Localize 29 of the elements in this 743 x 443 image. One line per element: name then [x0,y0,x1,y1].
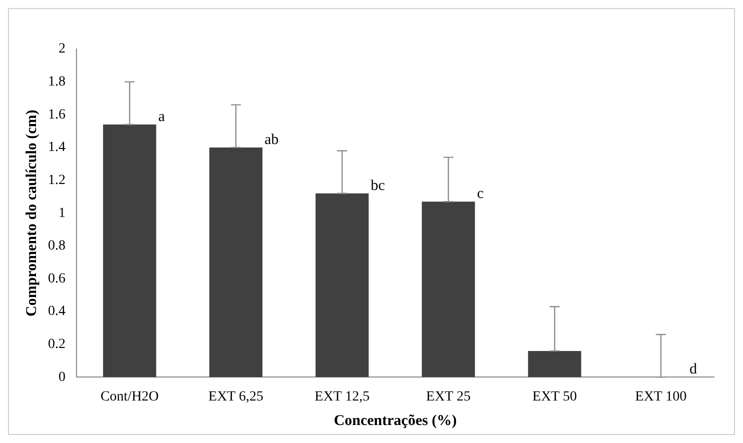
x-axis-title: Concentrações (%) [334,412,457,429]
y-tick-label: 2 [58,42,66,57]
y-tick-label: 0.4 [48,304,66,320]
y-tick-label: 1.8 [48,74,66,90]
bar [528,350,582,378]
x-tick-label: Cont/H2O [100,389,159,404]
bar [316,193,369,378]
x-tick-label: EXT 50 [532,389,577,404]
y-tick-label: 0.8 [48,238,66,254]
bar [103,124,156,378]
y-tick-label: 1.6 [48,107,66,122]
x-tick-label: EXT 6,25 [208,389,264,404]
annotation: ab [264,132,279,148]
x-tick-label: EXT 12,5 [314,389,370,404]
y-tick-label: 0.2 [48,337,66,352]
x-tick-label: EXT 100 [635,389,687,404]
y-axis-title: Compromento do caulículo (cm) [24,110,40,316]
y-tick-label: 0 [58,370,66,385]
annotation: d [689,362,698,378]
y-tick-label: 1.2 [48,172,66,188]
y-tick-label: 1.4 [48,140,66,156]
annotation: a [158,108,166,125]
annotation: c [476,186,484,202]
annotation: bc [370,178,386,194]
x-tick-label: EXT 25 [426,389,471,404]
bar [422,202,475,378]
y-tick-label: 0.6 [48,271,66,286]
y-tick-label: 1 [58,206,66,221]
bar [209,147,262,378]
